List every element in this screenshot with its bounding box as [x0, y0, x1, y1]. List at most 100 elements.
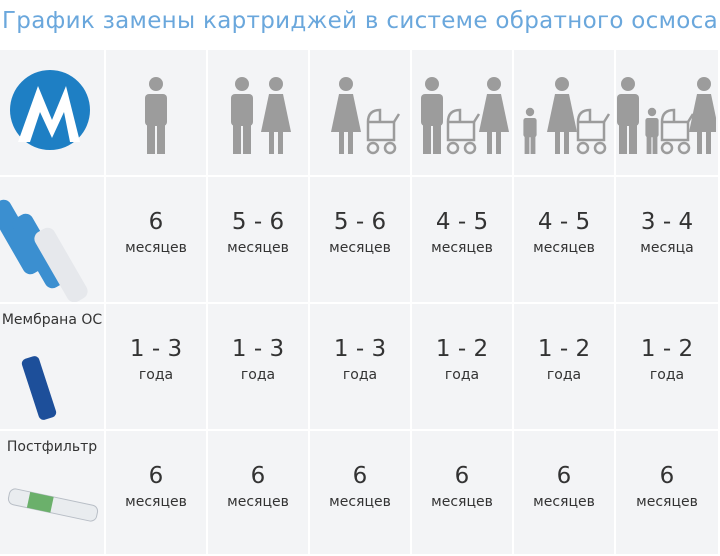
icon-part	[21, 356, 57, 420]
icon-part	[147, 124, 155, 154]
icon-part	[647, 107, 657, 117]
value: 6	[352, 463, 368, 489]
icon-part	[629, 124, 637, 154]
value-cell: 1 - 3 года	[208, 304, 308, 429]
icon-part	[689, 94, 716, 132]
value: 1 - 2	[640, 336, 694, 362]
icon	[523, 77, 611, 155]
icon-part	[261, 94, 291, 132]
unit: года	[342, 367, 378, 383]
header-cell	[514, 50, 614, 175]
unit: месяцев	[329, 240, 391, 256]
icon-part	[366, 141, 380, 155]
unit: месяца	[640, 240, 694, 256]
icon-part	[677, 141, 691, 155]
icon-part	[34, 227, 88, 302]
icon-part	[149, 77, 163, 91]
icon-part	[7, 488, 99, 522]
icon-part	[619, 124, 627, 154]
value-cell: 6 месяцев	[106, 177, 206, 302]
icon-part	[472, 113, 481, 123]
icon-part	[233, 124, 241, 154]
icon	[231, 77, 291, 154]
icon-part	[331, 94, 361, 132]
value: 6	[556, 463, 572, 489]
unit: месяцев	[125, 240, 187, 256]
icon-part	[423, 124, 431, 154]
unit: года	[240, 367, 276, 383]
icon-part	[18, 86, 80, 142]
icon-part	[593, 141, 607, 155]
value: 1 - 2	[435, 336, 489, 362]
icon-part	[646, 136, 652, 154]
icon-part	[348, 130, 353, 154]
value: 6	[148, 209, 164, 235]
value-cell: 6 месяцев	[208, 431, 308, 554]
value-cell: 6 месяцев	[514, 431, 614, 554]
icon-part	[383, 141, 397, 155]
icon-part	[446, 141, 460, 155]
icon-part	[421, 94, 443, 126]
unit: года	[444, 367, 480, 383]
value-cell: 1 - 3 года	[106, 304, 206, 429]
unit: месяцев	[227, 240, 289, 256]
unit: года	[649, 367, 685, 383]
header-cell	[616, 50, 718, 175]
icon-part	[523, 118, 537, 138]
icon-part	[425, 77, 439, 91]
row-label-cell: Постфильтр	[0, 431, 104, 554]
icon-part	[487, 130, 492, 154]
value-cell: 3 - 4 месяца	[616, 177, 718, 302]
logo-cell	[0, 50, 104, 175]
icon-part	[660, 141, 674, 155]
icon	[0, 199, 88, 302]
value: 6	[148, 463, 164, 489]
value-cell: 4 - 5 месяцев	[514, 177, 614, 302]
value: 1 - 3	[333, 336, 387, 362]
icon-part	[547, 94, 577, 132]
icon-part	[339, 77, 353, 91]
icon-part	[278, 130, 283, 154]
icon-part	[496, 130, 501, 154]
icon-part	[576, 108, 606, 142]
icon-part	[487, 77, 501, 91]
row-label-cell: Мембрана ОС	[0, 304, 104, 429]
unit: месяцев	[636, 494, 698, 510]
value-cell: 6 месяцев	[310, 431, 410, 554]
icon-part	[392, 113, 401, 123]
icon-part	[617, 94, 639, 126]
unit: месяцев	[329, 494, 391, 510]
icon-part	[645, 118, 659, 138]
unit: месяцев	[227, 494, 289, 510]
icon	[617, 77, 716, 155]
unit: месяцев	[533, 240, 595, 256]
icon-part	[235, 77, 249, 91]
unit: месяцев	[125, 494, 187, 510]
icon-part	[145, 94, 167, 126]
unit: года	[546, 367, 582, 383]
icon-part	[157, 124, 165, 154]
icon-part	[231, 94, 253, 126]
value-cell: 1 - 2 года	[412, 304, 512, 429]
value-cell: 1 - 2 года	[514, 304, 614, 429]
icon	[331, 77, 401, 155]
icon-part	[555, 130, 560, 154]
icon-part	[463, 141, 477, 155]
icon-part	[660, 108, 690, 142]
icon-part	[524, 136, 530, 154]
value: 6	[454, 463, 470, 489]
icon-part	[525, 107, 535, 117]
value-cell: 6 месяцев	[106, 431, 206, 554]
value-cell: 4 - 5 месяцев	[412, 177, 512, 302]
value: 1 - 3	[231, 336, 285, 362]
icon-part	[269, 130, 274, 154]
icon-part	[602, 113, 611, 123]
icon	[421, 77, 509, 155]
icon-part	[697, 130, 702, 154]
value: 1 - 3	[129, 336, 183, 362]
value: 6	[250, 463, 266, 489]
icon	[145, 77, 167, 154]
value: 3 - 4	[640, 209, 694, 235]
icon-part	[446, 108, 476, 142]
